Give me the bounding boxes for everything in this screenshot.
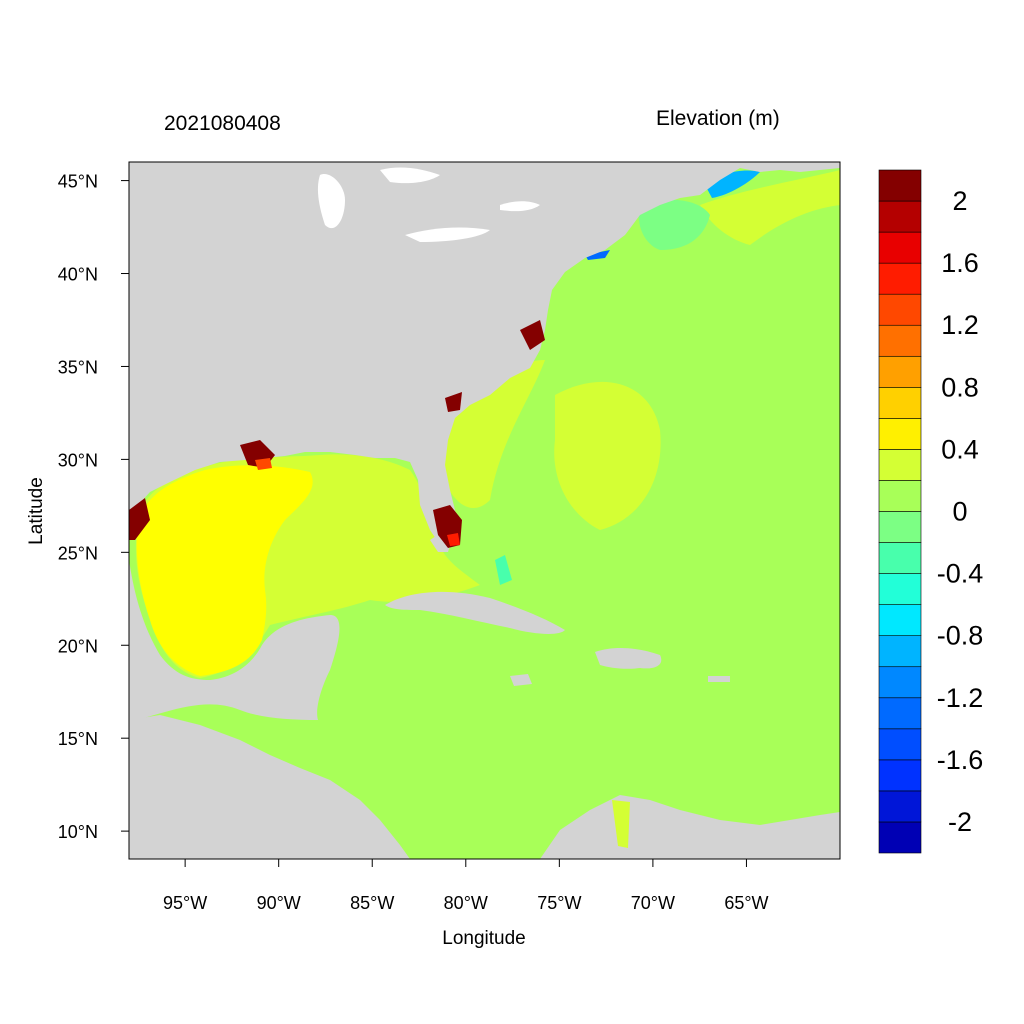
y-tick-label: 40°N xyxy=(58,265,98,285)
colorbar-swatch xyxy=(878,387,922,419)
colorbar-swatch xyxy=(878,542,922,574)
puerto-rico-land xyxy=(708,676,730,682)
atlantic-eddy xyxy=(554,381,661,530)
lake-michigan xyxy=(317,174,345,229)
x-tick-label: 65°W xyxy=(724,893,768,913)
texas-surge xyxy=(129,498,150,540)
colorbar-label: 2 xyxy=(952,186,967,216)
colorbar-swatch xyxy=(878,790,922,823)
hispaniola-land xyxy=(595,648,662,669)
y-axis: 45°N 40°N 35°N 30°N 25°N 20°N 15°N 10°N xyxy=(58,172,129,842)
x-tick-label: 70°W xyxy=(631,893,675,913)
colorbar-swatch xyxy=(878,169,922,202)
colorbar-label: 0.8 xyxy=(941,372,979,402)
bahamas-banks xyxy=(495,555,512,585)
nova-scotia-shelf xyxy=(700,170,840,245)
colorbar-swatch xyxy=(878,293,922,326)
y-tick-label: 15°N xyxy=(58,729,98,749)
colorbar-label: 0.4 xyxy=(941,434,979,464)
north-america-land xyxy=(129,162,840,545)
carolina-surge xyxy=(520,320,545,350)
colorbar-swatch xyxy=(878,697,922,730)
x-tick-label: 75°W xyxy=(537,893,581,913)
lake-superior xyxy=(380,167,440,184)
x-axis-title: Longitude xyxy=(442,928,525,949)
colorbar-swatch xyxy=(878,231,922,264)
colorbar-label: 1.2 xyxy=(941,310,979,340)
atlantic-shelf xyxy=(440,360,545,509)
colorbar-swatch xyxy=(878,821,922,854)
colorbar-swatch xyxy=(878,449,922,481)
colorbar-swatch xyxy=(878,635,922,668)
colorbar-label: -2 xyxy=(948,807,972,837)
colorbar-swatch xyxy=(878,759,922,792)
colorbar-swatch xyxy=(878,511,922,543)
mexico-land xyxy=(129,560,340,722)
colorbar-swatch xyxy=(878,573,922,605)
colorbar-label: -0.8 xyxy=(937,621,984,651)
colorbar-swatch xyxy=(878,666,922,699)
lake-maracaibo xyxy=(612,800,630,848)
y-tick-label: 30°N xyxy=(58,450,98,470)
lake-erie xyxy=(405,227,490,242)
y-axis-title: Latitude xyxy=(26,477,47,545)
x-tick-label: 95°W xyxy=(163,893,207,913)
colorbar-swatch xyxy=(878,324,922,357)
long-island-sound xyxy=(585,250,610,260)
y-tick-label: 35°N xyxy=(58,357,98,377)
gulf-of-maine xyxy=(638,199,710,250)
x-tick-label: 85°W xyxy=(350,893,394,913)
lake-ontario xyxy=(500,201,540,212)
map-plot-area xyxy=(129,162,840,859)
colorbar-swatch xyxy=(878,728,922,761)
gulf-of-mexico-west xyxy=(136,465,313,676)
louisiana-surge-core xyxy=(255,458,272,470)
colorbar: -2 -1.6 -1.2 -0.8 -0.4 0 0.4 0.8 1.2 1.6 2 xyxy=(878,169,984,854)
colorbar-label: -1.2 xyxy=(937,683,984,713)
x-tick-label: 90°W xyxy=(257,893,301,913)
florida-surge-core xyxy=(447,533,460,546)
y-tick-label: 45°N xyxy=(58,172,98,192)
colorbar-swatch xyxy=(878,262,922,295)
cuba-land xyxy=(385,591,565,634)
colorbar-swatch xyxy=(878,200,922,233)
central-america-land xyxy=(129,715,410,859)
colorbar-swatch xyxy=(878,418,922,450)
jamaica-land xyxy=(510,674,532,686)
x-axis: 95°W 90°W 85°W 80°W 75°W 70°W 65°W xyxy=(163,859,769,913)
colorbar-label: 1.6 xyxy=(941,248,979,278)
y-tick-label: 10°N xyxy=(58,822,98,842)
georgia-surge xyxy=(445,392,462,412)
plot-frame xyxy=(128,161,841,860)
x-tick-label: 80°W xyxy=(444,893,488,913)
colorbar-label: -0.4 xyxy=(937,559,984,589)
colorbar-swatch xyxy=(878,480,922,512)
colorbar-label: -1.6 xyxy=(937,745,984,775)
variable-title: Elevation (m) xyxy=(656,107,780,130)
y-tick-label: 25°N xyxy=(58,543,98,563)
colorbar-swatch xyxy=(878,355,922,388)
colorbar-label: 0 xyxy=(952,497,967,527)
colorbar-swatch xyxy=(878,604,922,636)
y-tick-label: 20°N xyxy=(58,636,98,656)
map-timestamp: 2021080408 xyxy=(164,112,281,135)
